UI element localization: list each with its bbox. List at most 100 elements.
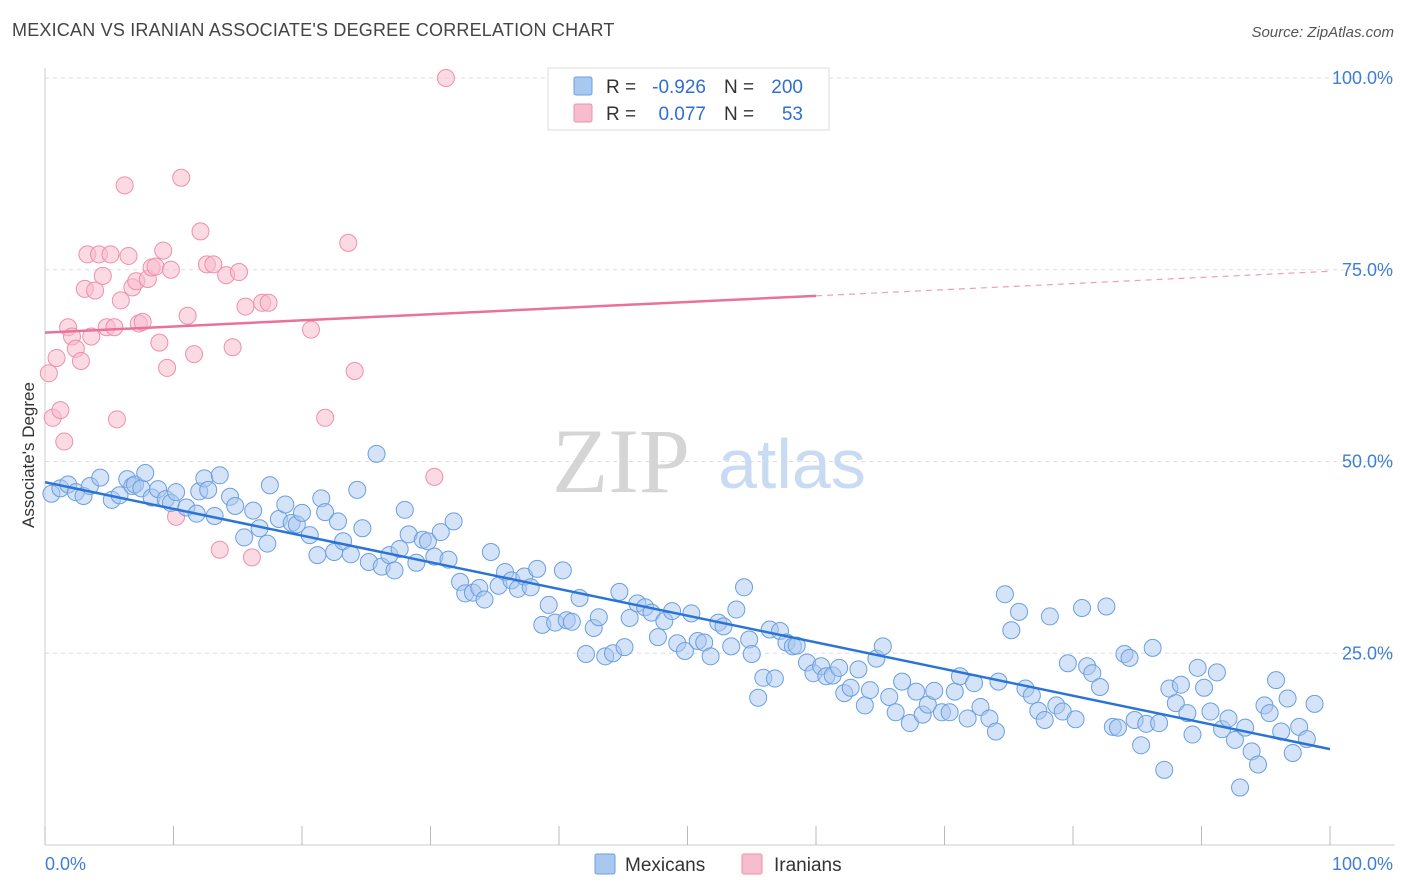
mexicans-point [727,600,746,619]
mexicans-point [1108,718,1127,737]
mexicans-point [1150,714,1169,733]
legend-n-value: 53 [782,104,803,125]
mexicans-point [855,696,874,715]
mexicans-point [682,604,701,623]
iranians-point [339,233,358,252]
mexicans-point [367,444,386,463]
legend-r-label: R = [606,104,636,125]
mexicans-point [226,496,245,515]
mexicans-point [765,669,784,688]
mexicans-point [940,703,959,722]
iranians-point [105,318,124,337]
mexicans-point [528,559,547,578]
mexicans-point [553,561,572,580]
mexicans-point [1171,675,1190,694]
mexicans-point [1035,710,1054,729]
mexicans-point [444,512,463,531]
iranians-point [133,312,152,331]
mexicans-point [1090,677,1109,696]
legend-n-value: 200 [771,77,803,98]
mexicans-point [1201,702,1220,721]
mexicans-point [348,480,367,499]
mexicans-point [539,595,558,614]
y-axis-label: Associate's Degree [19,382,38,528]
y-tick-label: 50.0% [1342,452,1393,472]
mexicans-point [1066,710,1085,729]
mexicans-point [576,645,595,664]
mexicans-point [722,637,741,656]
mexicans-point [1260,704,1279,723]
legend-swatch-iranians [573,103,593,123]
mexicans-point [886,703,905,722]
mexicans-point [1178,704,1197,723]
mexicans-point [610,582,629,601]
mexicans-point [1195,678,1214,697]
mexicans-point [1002,621,1021,640]
iranians-point [115,176,134,195]
iranians-point [51,401,70,420]
mexicans-point [873,637,892,656]
mexicans-point [1010,602,1029,621]
legend-r-value: -0.926 [652,77,706,98]
mexicans-point [830,658,849,677]
iranians-point [178,306,197,325]
mexicans-point [276,495,295,514]
y-tick-label: 25.0% [1342,643,1393,663]
x-tick-label-max: 100.0% [1332,854,1393,874]
mexicans-point [860,681,879,700]
mexicans-point [648,628,667,647]
correlation-legend: R = -0.926 N = 200 R = 0.077 N = 53 [547,67,830,131]
iranians-point [39,364,58,383]
trend-lines [44,270,1331,751]
iranians-points [39,69,455,567]
mexicans-point [1155,760,1174,779]
x-ticks [44,826,1331,845]
mexicans-point [849,660,868,679]
legend-swatch-mexicans [594,853,616,875]
series-legend: Mexicans Iranians [594,853,842,876]
mexicans-point [945,682,964,701]
mexicans-point [735,578,754,597]
iranians-point [185,345,204,364]
mexicans-point [589,608,608,627]
mexicans-point [841,678,860,697]
mexicans-point [475,590,494,609]
axes [44,68,1395,846]
iranians-point [154,241,173,260]
mexicans-point [1267,671,1286,690]
iranians-point [101,245,120,264]
mexicans-point [316,503,335,522]
mexicans-point [1143,638,1162,657]
legend-r-label: R = [606,77,636,98]
iranians-point [259,293,278,312]
mexicans-point [1283,743,1302,762]
mexicans-point [293,503,311,522]
chart-source: Source: ZipAtlas.com [1251,24,1394,41]
mexicans-point [235,528,254,547]
iranians-point [111,291,130,310]
mexicans-point [91,468,110,487]
iranians-point [107,410,126,429]
mexicans-point [1183,725,1202,744]
watermark: ZIP atlas [552,410,866,512]
mexicans-point [353,519,372,538]
mexicans-point [1058,654,1077,673]
legend-swatch-mexicans [573,76,593,96]
iranians-point [204,255,223,274]
iranians-point [230,263,249,282]
mexicans-point [675,641,694,660]
mexicans-point [995,585,1014,604]
mexicans-point [1166,694,1185,713]
mexicans-point [1207,663,1226,682]
mexicans-point [385,561,404,580]
watermark-atlas: atlas [718,425,866,503]
iranians-point [236,297,255,316]
mexicans-point [1225,730,1244,749]
mexicans-point [615,638,634,657]
mexicans-point [244,501,263,520]
mexicans-point [418,532,437,551]
mexicans-point [390,539,409,558]
y-tick-labels: 25.0% 50.0% 75.0% 100.0% [1332,68,1393,663]
y-tick-label: 100.0% [1332,68,1393,88]
mexicans-point [1083,664,1102,683]
